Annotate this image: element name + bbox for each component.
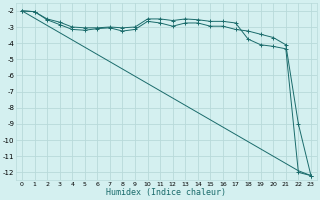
X-axis label: Humidex (Indice chaleur): Humidex (Indice chaleur) <box>107 188 227 197</box>
